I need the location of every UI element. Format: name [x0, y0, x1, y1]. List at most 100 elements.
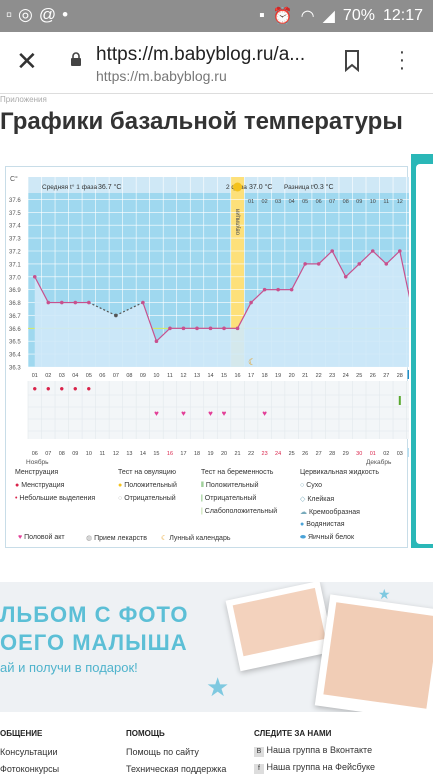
status-bar: ▫◎@• ▪ ⏰ ◠ ◢ 70% 12:17	[0, 0, 433, 32]
close-icon[interactable]: ✕	[16, 46, 38, 76]
footer-link-contests[interactable]: Фотоконкурсы	[0, 764, 60, 774]
legend-meds-label: Прием лекарств	[94, 535, 147, 542]
side-panel-card[interactable]	[416, 164, 433, 544]
baby-photo-2	[314, 594, 433, 712]
diff-value: 0.3 °C	[314, 183, 334, 191]
temperature-segment	[250, 289, 266, 303]
heart-icon: ♥	[222, 409, 227, 418]
y-axis-label: C°	[10, 175, 18, 183]
legend-moon-label[interactable]: Лунный календарь	[169, 535, 231, 542]
cycle-day-label: 19	[275, 373, 281, 379]
temperature-point	[370, 249, 375, 253]
page-title: Графики базальной температуры	[0, 108, 403, 135]
legend-preg-negative-label: Отрицательный	[204, 495, 257, 502]
light-bar-icon: |	[201, 508, 203, 515]
photo-album-banner[interactable]: ЛЬБОМ С ФОТО ОЕГО МАЛЫША ай и получи в п…	[0, 582, 433, 712]
date-label: 13	[126, 451, 132, 457]
legend-ovul-negative-label: Отрицательный	[124, 495, 176, 502]
breadcrumb[interactable]: Приложения	[0, 95, 47, 104]
star-icon: ★	[206, 672, 230, 702]
temperature-point	[73, 300, 78, 305]
footer-link-support[interactable]: Техническая поддержка	[126, 764, 227, 774]
cycle-day-label: 22	[316, 373, 322, 379]
y-tick-label: 36.9	[9, 288, 21, 294]
cycle-day-label: 01	[32, 373, 38, 379]
y-tick-label: 36.8	[9, 301, 21, 307]
menstruation-drop-icon: ●	[59, 384, 64, 393]
bookmark-icon[interactable]	[344, 50, 360, 72]
temperature-point	[235, 326, 240, 331]
facebook-icon: f	[254, 764, 264, 774]
phase1-value: 36.7 °C	[98, 183, 121, 191]
date-label: 16	[167, 451, 173, 457]
small-drop-icon: •	[15, 495, 18, 502]
cycle-day-label: 28	[397, 373, 403, 379]
temperature-point	[343, 274, 348, 279]
notification-icons: ▫◎@•	[6, 5, 75, 24]
drop-icon: ●	[15, 482, 20, 489]
phase2-day-label: 02	[262, 199, 268, 205]
y-tick-label: 36.6	[9, 327, 21, 333]
temperature-point	[114, 313, 118, 318]
footer-link-vk[interactable]: B Наша группа в Вконтакте	[254, 745, 372, 757]
temperature-point	[87, 300, 91, 305]
date-label: 18	[194, 451, 200, 457]
date-label: 19	[207, 451, 213, 457]
heart-icon: ♥	[154, 409, 159, 418]
legend-menstruation-label: Менструация	[21, 482, 65, 489]
date-label: 02	[383, 451, 389, 457]
url-text[interactable]: https://m.babyblog.ru/a...	[96, 44, 306, 65]
bar-icon: |	[201, 495, 203, 502]
legend-ovul-positive-label: Положительный	[124, 482, 177, 489]
wifi-icon: ◠	[300, 8, 315, 25]
legend-preg-weak: | Слабоположительный	[201, 508, 277, 515]
cycle-day-label: 02	[45, 373, 51, 379]
temperature-segment	[291, 263, 306, 290]
temperature-point	[384, 262, 389, 266]
footer-col3-title: СЛЕДИТЕ ЗА НАМИ	[254, 729, 332, 738]
menstruation-drop-icon: ●	[73, 384, 78, 393]
side-panel-edge	[411, 154, 433, 548]
heart-icon: ♥	[208, 409, 213, 418]
banner-line-2: ОЕГО МАЛЫША	[0, 630, 188, 655]
overflow-menu-icon[interactable]: · · ·	[398, 41, 406, 79]
site-footer: ОБЩЕНИЕ Консультации Фотоконкурсы ПОМОЩЬ…	[0, 712, 433, 774]
legend-menstruation: ● Менструация	[15, 482, 64, 489]
temperature-segment	[88, 302, 117, 316]
legend-cerv-watery-label: Водянистая	[306, 521, 345, 528]
cycle-day-label: 04	[72, 373, 78, 379]
legend-moon: ☾ Лунный календарь	[161, 534, 231, 542]
date-label: 23	[262, 451, 268, 457]
temperature-segment	[318, 250, 333, 265]
today-marker	[407, 370, 409, 379]
today-date-marker	[407, 448, 409, 457]
footer-col1-title: ОБЩЕНИЕ	[0, 729, 43, 738]
cycle-day-label: 11	[167, 373, 173, 379]
phase2-day-label: 09	[356, 199, 362, 205]
temperature-point	[222, 326, 226, 331]
footer-link-help[interactable]: Помощь по сайту	[126, 747, 199, 757]
cycle-day-label: 26	[370, 373, 376, 379]
cycle-day-label: 09	[140, 373, 146, 379]
temperature-point	[398, 249, 402, 253]
baby-photo-1	[225, 582, 335, 672]
legend-preg-weak-label: Слабоположительный	[204, 508, 278, 515]
banner-line-3: ай и получи в подарок!	[0, 660, 138, 675]
temperature-point	[289, 287, 294, 292]
temperature-point	[249, 300, 253, 305]
moon-icon: ☾	[248, 357, 256, 367]
temperature-point	[32, 274, 37, 279]
phase2-day-label: 12	[397, 199, 403, 205]
cycle-day-label: 25	[356, 373, 362, 379]
phase2-day-label: 10	[370, 199, 376, 205]
y-tick-label: 37.2	[9, 250, 21, 256]
footer-link-fb[interactable]: f Наша группа на Фейсбуке	[254, 762, 375, 774]
cycle-day-label: 06	[99, 373, 105, 379]
heart-icon: ♥	[18, 534, 23, 541]
pill-icon: ◍	[86, 535, 93, 542]
circle-icon: ○	[118, 495, 123, 502]
footer-link-consult[interactable]: Консультации	[0, 747, 58, 757]
lock-icon	[71, 52, 81, 66]
cycle-day-label: 03	[59, 373, 65, 379]
month-label: Декабрь	[366, 458, 392, 466]
